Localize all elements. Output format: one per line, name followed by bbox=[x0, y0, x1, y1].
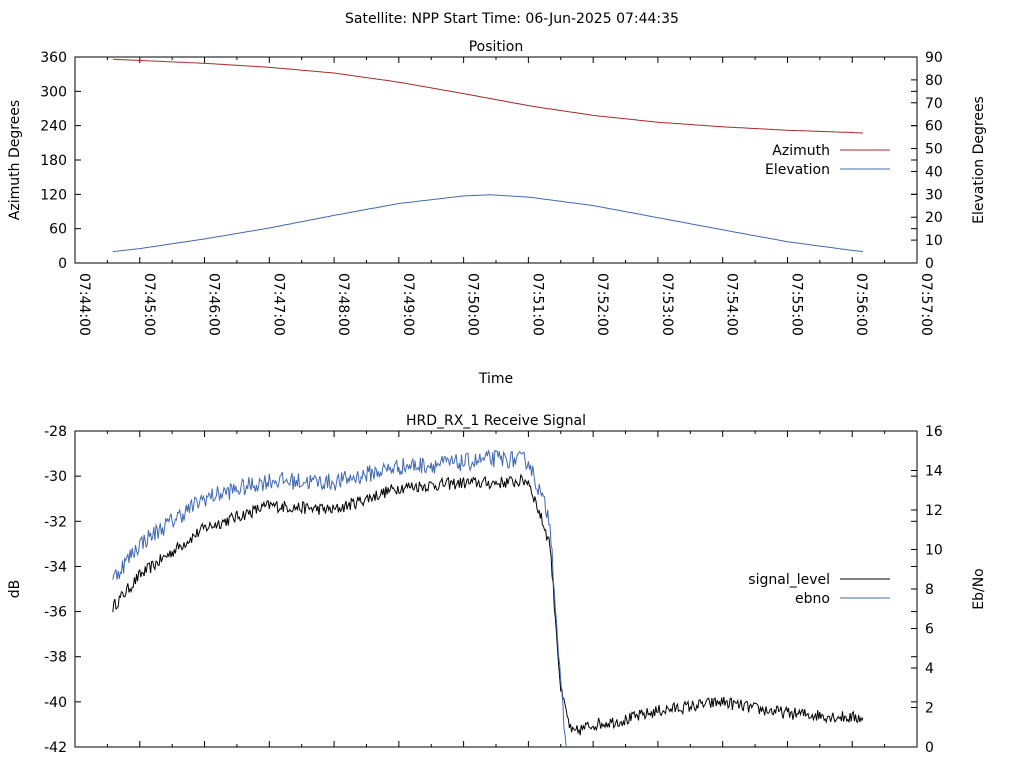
x-tick-label: 07:44:00 bbox=[76, 273, 92, 336]
y2-tick-label: 50 bbox=[925, 142, 943, 158]
y2-tick-label: 16 bbox=[925, 424, 943, 440]
y-tick-label: -36 bbox=[44, 605, 67, 621]
y-tick-label: -40 bbox=[44, 695, 67, 711]
y2-axis-label: Eb/No bbox=[971, 568, 987, 610]
y-axis-label: dB bbox=[7, 580, 23, 599]
y-axis-label: Azimuth Degrees bbox=[7, 100, 23, 220]
y2-tick-label: 14 bbox=[925, 464, 943, 480]
y-tick-label: -28 bbox=[44, 424, 67, 440]
x-tick-label: 07:48:00 bbox=[335, 273, 351, 336]
y-tick-label: -38 bbox=[44, 650, 67, 666]
x-tick-label: 07:51:00 bbox=[529, 273, 545, 336]
y2-tick-label: 80 bbox=[925, 73, 943, 89]
series-line-signal-level bbox=[112, 473, 864, 736]
y-tick-label: 300 bbox=[40, 84, 67, 100]
series-line-elevation bbox=[112, 194, 864, 253]
receive-signal-plot: HRD_RX_1 Receive Signal dB Eb/No -42 -40 -38 -… bbox=[7, 413, 987, 756]
y2-tick-label: 90 bbox=[925, 50, 943, 66]
y-tick-label: -34 bbox=[44, 559, 67, 575]
plot-title: HRD_RX_1 Receive Signal bbox=[406, 413, 586, 429]
x-tick-label: 07:49:00 bbox=[400, 273, 416, 336]
y2-tick-label: 4 bbox=[925, 661, 934, 677]
y2-tick-label: 20 bbox=[925, 210, 943, 226]
legend-label: Azimuth bbox=[772, 143, 830, 159]
x-tick-label: 07:46:00 bbox=[206, 273, 222, 336]
x-tick-label: 07:55:00 bbox=[788, 273, 804, 336]
x-tick-label: 07:50:00 bbox=[465, 273, 481, 336]
legend-label: signal_level bbox=[748, 572, 830, 588]
y2-tick-label: 10 bbox=[925, 543, 943, 559]
y2-tick-label: 30 bbox=[925, 187, 943, 203]
y-tick-label: 120 bbox=[40, 187, 67, 203]
y2-tick-label: 2 bbox=[925, 701, 934, 717]
y2-tick-label: 6 bbox=[925, 622, 934, 638]
y2-tick-label: 0 bbox=[925, 256, 934, 272]
x-tick-label: 07:54:00 bbox=[724, 273, 740, 336]
x-tick-label: 07:57:00 bbox=[918, 273, 934, 336]
x-axis-label: Time bbox=[478, 371, 513, 387]
y2-tick-label: 10 bbox=[925, 233, 943, 249]
y2-tick-label: 0 bbox=[925, 740, 934, 756]
legend-label: Elevation bbox=[765, 162, 830, 178]
x-tick-label: 07:47:00 bbox=[270, 273, 286, 336]
y-tick-label: 180 bbox=[40, 153, 67, 169]
plot-title: Position bbox=[469, 39, 524, 55]
page-title: Satellite: NPP Start Time: 06-Jun-2025 0… bbox=[345, 11, 679, 27]
y-tick-label: 360 bbox=[40, 50, 67, 66]
plot-frame bbox=[74, 56, 918, 264]
y-tick-label: 60 bbox=[49, 222, 67, 238]
legend-label: ebno bbox=[795, 591, 830, 607]
y-tick-label: -42 bbox=[44, 740, 67, 756]
y2-axis-label: Elevation Degrees bbox=[971, 96, 987, 224]
y2-tick-label: 12 bbox=[925, 503, 943, 519]
y2-tick-label: 8 bbox=[925, 582, 934, 598]
x-tick-label: 07:56:00 bbox=[853, 273, 869, 336]
x-tick-label: 07:53:00 bbox=[659, 273, 675, 336]
y-tick-label: 240 bbox=[40, 119, 67, 135]
plot-frame bbox=[74, 430, 918, 748]
y2-tick-label: 40 bbox=[925, 164, 943, 180]
y2-tick-label: 60 bbox=[925, 119, 943, 135]
y-tick-label: 0 bbox=[58, 256, 67, 272]
series-line-ebno bbox=[112, 449, 567, 748]
position-plot: Position Azimuth Degrees Elevation Degrees… bbox=[7, 39, 987, 387]
series-line-azimuth bbox=[112, 58, 863, 134]
x-tick-label: 07:45:00 bbox=[141, 273, 157, 336]
y-tick-label: -32 bbox=[44, 514, 67, 530]
x-tick-label: 07:52:00 bbox=[594, 273, 610, 336]
y2-tick-label: 70 bbox=[925, 96, 943, 112]
y-tick-label: -30 bbox=[44, 469, 67, 485]
